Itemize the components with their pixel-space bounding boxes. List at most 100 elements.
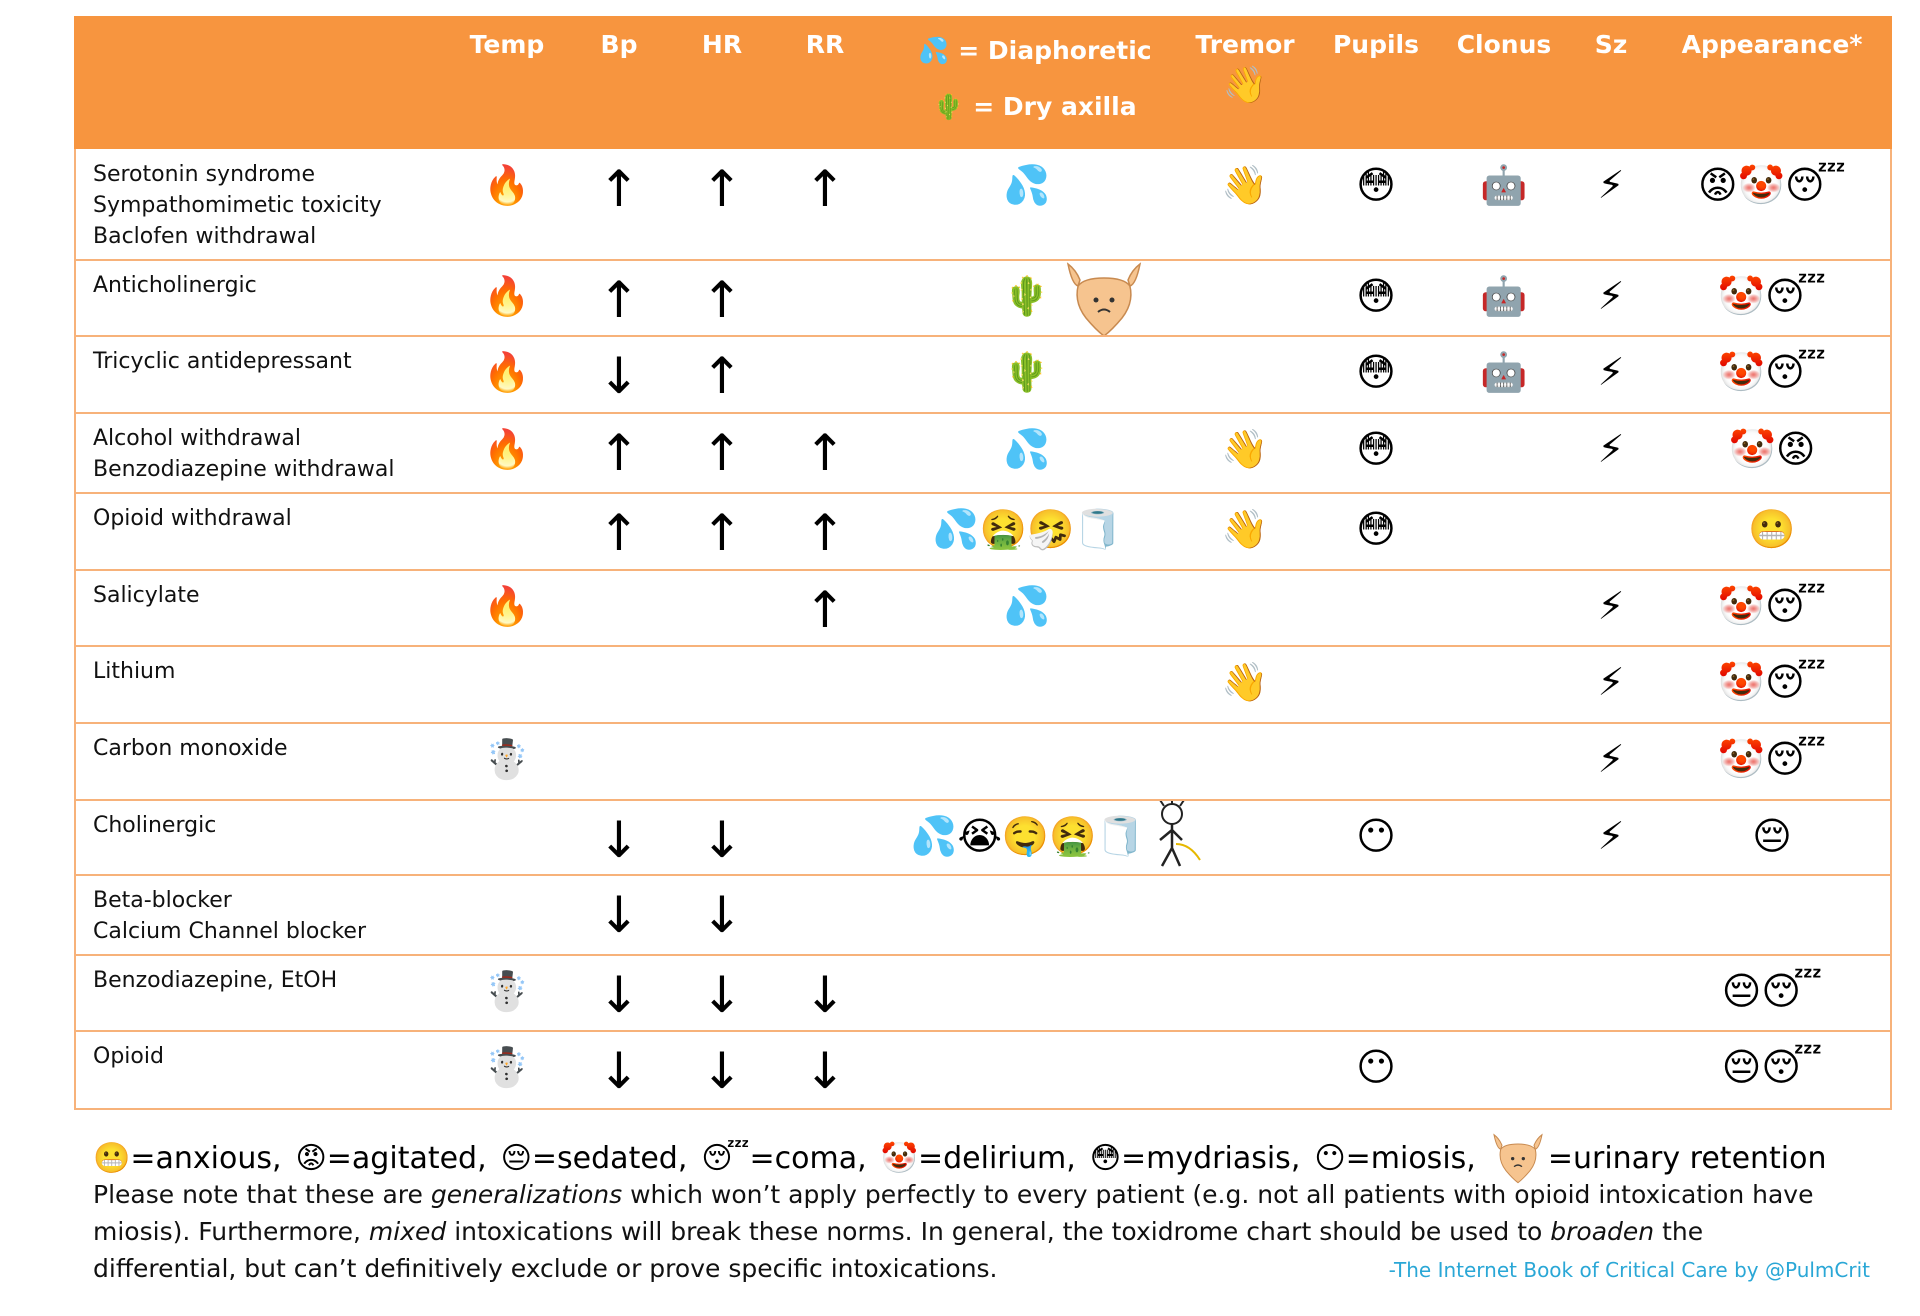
cell-icon: 🔥 <box>483 274 531 318</box>
legend-item: 😬=anxious, <box>93 1140 282 1176</box>
row-name-line: Benzodiazepine withdrawal <box>93 457 395 482</box>
row-name-line: Calcium Channel blocker <box>93 919 367 944</box>
note-text: broaden <box>1550 1217 1655 1246</box>
row-name-line: Baclofen withdrawal <box>93 224 317 249</box>
arrow: ↓ <box>701 886 743 944</box>
cell-icon: 🤡😡 <box>1728 427 1816 471</box>
note-text: mixed <box>368 1217 447 1246</box>
urination-icon <box>1159 800 1201 867</box>
row-name-line: Opioid <box>93 1044 164 1069</box>
note: Please note that these are generalizatio… <box>93 1176 1843 1287</box>
cell-icon: 🔥 <box>483 163 531 207</box>
sweat-key: 🌵 = Dry axilla <box>933 92 1137 121</box>
cell-icon: 👋 <box>1221 163 1269 207</box>
row-line <box>74 569 1892 571</box>
arrow: ↑ <box>598 271 640 329</box>
row-line <box>74 259 1892 261</box>
arrow: ↓ <box>598 811 640 869</box>
arrow: ↑ <box>701 347 743 405</box>
column-header: RR <box>805 30 845 59</box>
row-name-line: Opioid withdrawal <box>93 506 292 531</box>
arrow: ↑ <box>598 424 640 482</box>
cell-icon: 🔥 <box>483 427 531 471</box>
arrow: ↓ <box>598 1042 640 1100</box>
cell-icon: 💦🤮🤧🧻 <box>932 507 1122 551</box>
column-header: Clonus <box>1456 30 1552 59</box>
cell-icon: 😳 <box>1356 163 1396 207</box>
header-band <box>74 16 1892 149</box>
arrow: ↓ <box>598 966 640 1024</box>
legend-item: 😡=agitated, <box>295 1140 487 1176</box>
arrow: ↓ <box>804 1042 846 1100</box>
arrow: ↓ <box>701 1042 743 1100</box>
cell-icon: ⚡ <box>1597 660 1625 704</box>
row-name: Opioid withdrawal <box>93 503 292 534</box>
row-line <box>74 412 1892 414</box>
arrow: ↓ <box>701 811 743 869</box>
cell-icon: 😡🤡😴 <box>1698 163 1846 207</box>
legend-item: =urinary retention <box>1547 1140 1827 1176</box>
cell-icon: 🤖 <box>1480 350 1528 394</box>
cell-icon: ⚡ <box>1597 737 1625 781</box>
cell-icon: 😳 <box>1356 274 1396 318</box>
legend-item: 😴=coma, <box>701 1140 867 1176</box>
arrow: ↑ <box>701 504 743 562</box>
cell-icon: 🤡😴 <box>1717 350 1827 394</box>
credit: -The Internet Book of Critical Care by @… <box>1388 1258 1870 1282</box>
cell-icon: ⚡ <box>1597 584 1625 628</box>
row-line <box>74 335 1892 337</box>
cell-icon: ☃️ <box>483 969 531 1013</box>
cell-icon: 🤖 <box>1480 274 1528 318</box>
cell-icon: ⚡ <box>1597 350 1625 394</box>
row-name-line: Benzodiazepine, EtOH <box>93 968 338 993</box>
row-line <box>74 954 1892 956</box>
urinary-retention-icon <box>1066 262 1142 337</box>
arrow: ↑ <box>701 160 743 218</box>
row-name-line: Lithium <box>93 659 176 684</box>
cell-icon: 🤡😴 <box>1717 584 1827 628</box>
column-header: HR <box>701 30 743 59</box>
cell-icon: 💦😭🤤🤮🧻 <box>910 814 1144 858</box>
cell-icon: 💦 <box>1003 427 1051 471</box>
row-name: Tricyclic antidepressant <box>93 346 352 377</box>
cell-icon: 🤖 <box>1480 163 1528 207</box>
arrow: ↑ <box>598 160 640 218</box>
urinary-retention-icon <box>1493 1133 1543 1184</box>
row-line <box>74 1108 1892 1110</box>
row-name: Lithium <box>93 656 175 687</box>
column-header: Pupils <box>1332 30 1420 59</box>
cell-icon: 💦 <box>1003 584 1051 628</box>
cell-icon: 🔥 <box>483 584 531 628</box>
row-line <box>74 645 1892 647</box>
row-line <box>74 799 1892 801</box>
note-text: generalizations <box>430 1180 623 1209</box>
row-name: Beta-blocker Calcium Channel blocker <box>93 885 366 947</box>
cell-icon: 😔 <box>1752 814 1792 858</box>
cell-icon: ☃️ <box>483 1045 531 1089</box>
cell-icon: 👋 <box>1221 660 1269 704</box>
legend-item: 😔=sedated, <box>500 1140 688 1176</box>
note-text: the differential, but can’t definitively… <box>93 1217 1704 1283</box>
legend-item: 🤡=delirium, <box>880 1140 1076 1176</box>
row-name: Cholinergic <box>93 810 216 841</box>
cell-icon: 😔😴 <box>1721 969 1823 1013</box>
row-name: Salicylate <box>93 580 200 611</box>
arrow: ↑ <box>598 504 640 562</box>
cell-icon: 😳 <box>1356 350 1396 394</box>
table-border <box>74 149 76 1109</box>
tremor-icon: 👋 <box>1222 65 1268 106</box>
cell-icon: 😶 <box>1356 814 1396 858</box>
cell-icon: 🤡😴 <box>1717 737 1827 781</box>
note-text: intoxications will break these norms. In… <box>446 1217 1551 1246</box>
sweat-key: 💦 = Diaphoretic <box>918 36 1152 65</box>
row-name-line: Beta-blocker <box>93 888 232 913</box>
cell-icon: 😬 <box>1748 507 1796 551</box>
column-header: Tremor <box>1195 30 1295 59</box>
column-header: Bp <box>600 30 638 59</box>
column-header: Appearance* <box>1681 30 1863 59</box>
arrow: ↑ <box>804 160 846 218</box>
arrow: ↓ <box>598 347 640 405</box>
cell-icon: 💦 <box>1003 163 1051 207</box>
row-line <box>74 722 1892 724</box>
cell-icon: 🌵 <box>1003 274 1051 318</box>
